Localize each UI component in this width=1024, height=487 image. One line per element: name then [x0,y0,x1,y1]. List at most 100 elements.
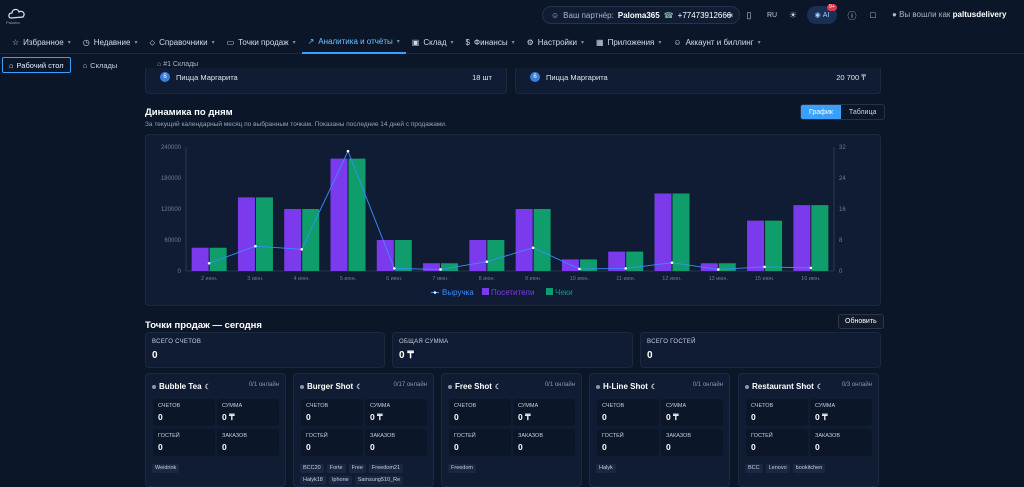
bar-visitors [469,240,487,271]
terminal-tag[interactable]: Weidrink [152,464,180,473]
status-dot-icon [152,384,156,389]
stat-label: ГОСТЕЙ [454,433,476,439]
book-icon[interactable]: □ [870,10,876,20]
x-tick-label: 3 июн. [247,276,264,282]
tab-label: Склады [90,60,118,70]
shop-stat-sum: СУММА 0 ₸ [661,399,723,426]
terminal-tag[interactable]: Iphone [328,476,352,485]
x-tick-label: 9 июн. [525,276,542,282]
summary-card-checks: ВСЕГО СЧЕТОВ 0 [145,332,385,368]
product-value: 20 700 ₸ [836,73,866,82]
user-info[interactable]: ● Вы вошли как paltusdelivery [892,10,1006,19]
nav-item-monitor[interactable]: ▭ Точки продаж ▾ [221,32,302,54]
breadcrumb[interactable]: ⌂ #1 Склады [157,61,198,68]
bar-visitors [423,263,441,271]
bar-visitors [608,251,626,271]
terminal-tag[interactable]: Samsung510_Re [354,476,404,485]
summary-card-sum: ОБЩАЯ СУММА 0 ₸ [392,332,633,368]
y-right-tick-label: 8 [839,238,843,244]
moon-icon: ☾ [356,383,363,391]
logo-text: Paloma [6,20,20,25]
terminal-tag[interactable]: Halyk [596,464,616,473]
nav-item-user[interactable]: ☺ Аккаунт и биллинг ▾ [667,32,766,54]
terminal-tag[interactable]: bookitchen [792,464,826,473]
nav-item-box[interactable]: ▣ Склад ▾ [406,32,460,54]
chart-view-button[interactable]: График [801,105,841,119]
terminal-tag[interactable]: Freedom21 [368,464,404,473]
shop-card[interactable]: Restaurant Shot ☾ 0/3 онлайн СЧЕТОВ 0 СУММА 0 … [738,373,879,487]
nav-item-star[interactable]: ☆ Избранное ▾ [6,32,77,54]
home-icon: ⌂ [157,61,162,68]
revenue-point [254,244,257,248]
mobile-icon[interactable]: ▯ [746,9,752,20]
dynamics-chart-card: 0 60000 120000 180000 240000 0 8 16 24 32 2 июн. 3 … [145,134,881,306]
table-view-button[interactable]: Таблица [848,108,877,116]
nav-item-apps[interactable]: ▦ Приложения ▾ [590,32,667,54]
bar-visitors [654,193,672,271]
rank-badge: 6 [530,72,540,82]
bar-visitors [237,197,255,271]
nav-label: Точки продаж [238,38,289,47]
chevron-down-icon: ▾ [511,40,515,46]
status-dot-icon [448,384,452,389]
x-tick-label: 13 июн. [709,276,729,282]
tab-warehouses[interactable]: ⌂ Склады [77,57,124,73]
stat-value: 0 [518,442,523,452]
terminal-tag[interactable]: Forte [326,464,346,473]
paloma-logo[interactable] [7,6,27,24]
nav-item-gear[interactable]: ⚙ Настройки ▾ [521,32,590,54]
shop-card[interactable]: Bubble Tea ☾ 0/1 онлайн СЧЕТОВ 0 СУММА 0 ₸ ГОСТ… [145,373,286,487]
terminal-tag[interactable]: Lenovo [765,464,790,473]
theme-sun-icon[interactable]: ☀ [788,9,798,20]
terminal-tags: BCC20 Forte Free Freedom21 Halyk18 Iphone Sams… [300,464,430,485]
shop-name: H-Line Shot ☾ [596,382,657,391]
help-icon[interactable]: ⓘ [847,10,857,21]
summary-value: 0 ₸ [399,350,414,361]
summary-card-guests: ВСЕГО ГОСТЕЙ 0 [640,332,881,368]
language-switch[interactable]: RU [766,11,778,19]
chevron-down-icon: ▾ [67,40,71,46]
stat-label: ГОСТЕЙ [602,433,624,439]
ai-label: AI [822,11,830,19]
nav-item-clock[interactable]: ◷ Недавние ▾ [77,32,144,54]
terminal-tags: Weidrink [152,464,282,473]
y-right-tick-label: 0 [839,269,843,275]
tab-desktop[interactable]: ⌂ Рабочий стол [2,57,71,73]
terminal-tag[interactable]: Halyk18 [300,476,326,485]
bar-checks [394,240,412,271]
logout-icon[interactable]: ⇥ [725,9,733,20]
shop-name-text: Burger Shot [307,382,354,391]
nav-item-tag[interactable]: ⬦ Справочники ▾ [144,32,221,54]
stat-label: ЗАКАЗОВ [222,433,248,439]
refresh-button[interactable]: Обновить [838,314,884,329]
terminal-tag[interactable]: Freedom [448,464,477,473]
moon-icon: ☾ [494,383,502,391]
legend-checks-swatch [546,288,553,295]
stat-value: 0 ₸ [518,412,531,422]
nav-item-chart[interactable]: ↗ Аналитика и отчёты ▾ [301,32,406,54]
bar-checks [765,220,783,271]
terminal-tag[interactable]: BCC20 [300,464,324,473]
stat-value: 0 [666,442,671,452]
shop-stat-checks: СЧЕТОВ 0 [746,399,808,426]
stat-label: СЧЕТОВ [158,403,181,409]
shop-name-text: Bubble Tea [159,382,202,391]
stat-label: ГОСТЕЙ [306,433,328,439]
shop-card[interactable]: H-Line Shot ☾ 0/1 онлайн СЧЕТОВ 0 СУММА 0 ₸ ГОС… [589,373,730,487]
stat-value: 0 [370,442,375,452]
stat-value: 0 [306,412,311,422]
shop-card[interactable]: Burger Shot ☾ 0/17 онлайн СЧЕТОВ 0 СУММА 0 ₸ ГО… [293,373,434,487]
stat-label: СУММА [518,403,539,409]
shop-card[interactable]: Free Shot ☾ 0/1 онлайн СЧЕТОВ 0 СУММА 0 ₸ ГОСТЕ… [441,373,582,487]
partner-pill[interactable]: ☺ Ваш партнёр: Paloma365 ☎ +77473912666 [542,6,741,24]
stat-value: 0 ₸ [815,412,828,422]
partner-label: Ваш партнёр: [563,10,614,20]
stat-value: 0 [158,412,163,422]
legend-revenue-dot [433,291,437,294]
nav-item-dollar[interactable]: $ Финансы ▾ [460,32,521,54]
terminal-tag[interactable]: BCC [745,464,763,473]
phone-icon: ☎ [663,10,674,20]
bar-checks [348,158,366,271]
terminal-tag[interactable]: Free [348,464,366,473]
user-icon: ☺ [673,38,682,47]
